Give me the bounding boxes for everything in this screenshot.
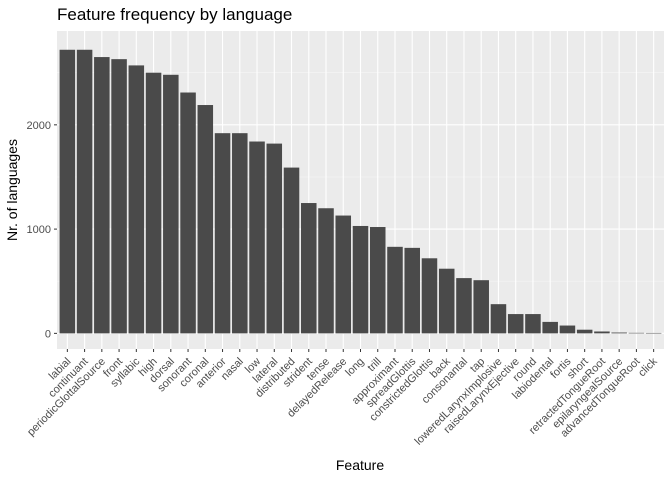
x-tick-label: long (343, 356, 366, 379)
bar-spreadGlottis (404, 247, 420, 334)
bar-lateral (266, 143, 283, 334)
bar-retractedTongueRoot (594, 331, 610, 334)
bar-back (438, 268, 455, 334)
bar-click (645, 332, 662, 334)
bar-long (352, 225, 369, 334)
bar-sonorant (180, 92, 196, 334)
y-axis: 0 1000 2000 (27, 120, 57, 340)
bar-tap (473, 280, 489, 334)
bar-syllabic (128, 65, 145, 334)
bar-strident (301, 203, 317, 334)
bar-round (525, 314, 541, 334)
bar-anterior (214, 133, 231, 334)
bar-delayedRelease (335, 215, 352, 334)
bar-advancedTongueRoot (628, 332, 645, 334)
chart-title: Feature frequency by language (57, 5, 292, 24)
bar-trill (369, 227, 386, 334)
bar-labial (59, 49, 76, 334)
bar-dorsal (163, 74, 179, 334)
bar-epilaryngealSource (611, 332, 627, 334)
bar-tense (318, 208, 334, 334)
bar-periodicGlottalSource (94, 57, 110, 334)
bar-consonantal (456, 278, 472, 334)
bar-fortis (559, 325, 576, 334)
bar-approximant (387, 246, 403, 334)
y-tick-label: 1000 (27, 224, 51, 236)
x-axis: labialcontinuantperiodicGlottalSourcefro… (25, 349, 660, 448)
bar-high (145, 72, 162, 334)
bar-low (249, 141, 265, 334)
bar-constrictedGlottis (421, 258, 438, 334)
bars (59, 49, 662, 334)
bar-distributed (283, 167, 300, 334)
y-tick-label: 0 (45, 328, 51, 340)
bar-nasal (232, 133, 248, 334)
bar-coronal (197, 105, 214, 334)
x-axis-title: Feature (336, 457, 384, 473)
y-tick-label: 2000 (27, 120, 51, 132)
y-axis-title: Nr. of languages (4, 139, 20, 241)
bar-continuant (76, 49, 93, 334)
bar-front (111, 59, 127, 334)
bar-labiodental (542, 321, 558, 334)
bar-short (576, 329, 593, 334)
x-tick-label: click (636, 355, 660, 379)
bar-loweredLarynxImplosive (490, 304, 507, 334)
bar-raisedLarynxEjective (507, 314, 524, 334)
